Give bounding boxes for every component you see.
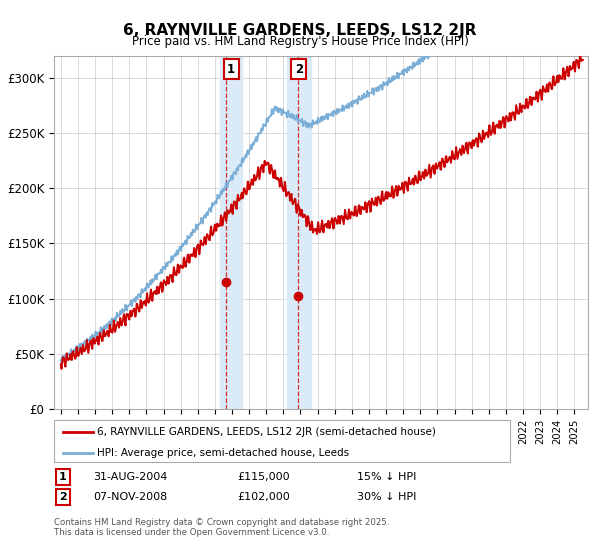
Text: 6, RAYNVILLE GARDENS, LEEDS, LS12 2JR (semi-detached house): 6, RAYNVILLE GARDENS, LEEDS, LS12 2JR (s… xyxy=(97,427,436,437)
Text: 07-NOV-2008: 07-NOV-2008 xyxy=(93,492,167,502)
FancyBboxPatch shape xyxy=(54,420,510,462)
Text: £102,000: £102,000 xyxy=(237,492,290,502)
Text: 1: 1 xyxy=(227,63,235,76)
Text: 2: 2 xyxy=(295,63,303,76)
Text: 30% ↓ HPI: 30% ↓ HPI xyxy=(357,492,416,502)
Text: Contains HM Land Registry data © Crown copyright and database right 2025.
This d: Contains HM Land Registry data © Crown c… xyxy=(54,518,389,538)
Text: 6, RAYNVILLE GARDENS, LEEDS, LS12 2JR: 6, RAYNVILLE GARDENS, LEEDS, LS12 2JR xyxy=(123,24,477,38)
Bar xyxy=(287,56,311,409)
Text: HPI: Average price, semi-detached house, Leeds: HPI: Average price, semi-detached house,… xyxy=(97,448,349,458)
Bar xyxy=(220,56,242,409)
Text: 1: 1 xyxy=(59,472,67,482)
Text: £115,000: £115,000 xyxy=(237,472,290,482)
Text: 15% ↓ HPI: 15% ↓ HPI xyxy=(357,472,416,482)
Text: 2: 2 xyxy=(59,492,67,502)
Text: Price paid vs. HM Land Registry's House Price Index (HPI): Price paid vs. HM Land Registry's House … xyxy=(131,35,469,49)
Text: 31-AUG-2004: 31-AUG-2004 xyxy=(93,472,167,482)
